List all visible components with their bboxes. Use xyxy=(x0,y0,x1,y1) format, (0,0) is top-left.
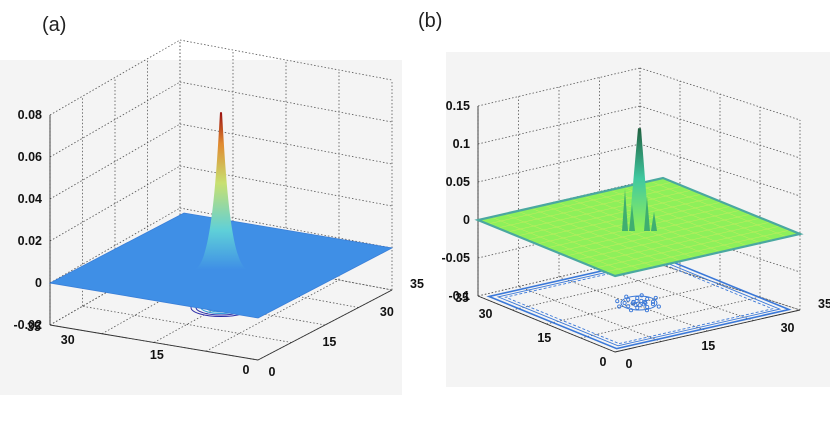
panel-b-contour-frame xyxy=(504,261,774,345)
panel-b-contour-blob xyxy=(653,295,658,300)
panel-a-z-tick-label: -0.02 xyxy=(14,318,43,332)
panel-a-wall-gridline xyxy=(49,165,181,242)
panel-b-z-tick-label: -0.1 xyxy=(448,289,470,303)
panel-a-wall-gridline xyxy=(179,81,393,123)
panel-a-z-tick-label: 0.02 xyxy=(18,234,42,248)
panel-b-x-tick-label: 30 xyxy=(781,321,795,335)
panel-b-contour-blob xyxy=(650,302,656,307)
panel-b-spike xyxy=(644,196,650,231)
panel-b-wall-gridline xyxy=(639,143,801,197)
panel-b-z-tick-label: 0.15 xyxy=(446,99,470,113)
panel-a-axis-y-line xyxy=(49,324,259,361)
panel-a-wall-gridline xyxy=(49,39,181,116)
panel-b-surface-edge xyxy=(474,176,804,278)
panel-a-wall-gridline xyxy=(179,165,393,207)
panel-b-x-tick-label: 0 xyxy=(626,357,633,371)
panel-b-contour-blob xyxy=(645,296,650,301)
panel-a-floor-gridline xyxy=(153,269,287,343)
panel-b-spike xyxy=(629,204,635,231)
panel-b-x-tick-label: 15 xyxy=(701,339,715,353)
panel-b-label: (b) xyxy=(418,10,443,32)
panel-b-axis-x-line xyxy=(614,309,801,353)
panel-b-contour-blob xyxy=(626,297,631,302)
panel-b-contour-blob xyxy=(631,299,636,305)
panel-b-floor-gridline xyxy=(518,286,662,342)
panel-b-floor-gridline xyxy=(546,283,721,325)
panel-a-floor-gridline xyxy=(49,249,181,326)
panel-b-contour-blob xyxy=(639,298,644,303)
panel-b-z-tick-label: 0.05 xyxy=(446,175,470,189)
panel-b-contour-blob xyxy=(622,300,627,306)
panel-a-z-tick-label: 0.06 xyxy=(18,150,42,164)
panel-a-wall-gridline xyxy=(179,39,393,81)
panel-a-peak xyxy=(195,112,247,270)
panel-a-y-tick-label: 35 xyxy=(27,320,41,334)
panel-a-floor-gridline xyxy=(82,305,292,343)
panel-b-surface-mesh xyxy=(517,193,703,237)
panel-b-contour-blob xyxy=(629,308,634,313)
panel-b-z-tick-label: 0 xyxy=(463,213,470,227)
panel-b-y-tick-label: 0 xyxy=(600,355,607,369)
panel-b-floor-gridline xyxy=(599,267,754,321)
panel-b-contour-blob xyxy=(642,299,647,305)
panel-b-z-tick-label: -0.05 xyxy=(442,251,471,265)
panel-a-z-tick-label: 0.08 xyxy=(18,108,42,122)
panel-b-floor-gridline xyxy=(512,270,681,311)
panel-b-spike xyxy=(651,211,657,231)
panel-b-surface-mesh xyxy=(596,192,735,250)
panel-a-floor-gridline xyxy=(205,279,340,352)
panel-b-floor-gridline xyxy=(639,257,801,311)
panel-b-surface-mesh xyxy=(497,185,683,229)
panel-a-wall-gridline xyxy=(179,123,393,165)
panel-b-surface-mesh xyxy=(507,189,693,233)
panel-a-x-tick-label: 0 xyxy=(269,365,276,379)
panel-b-surface-mesh xyxy=(649,180,787,238)
panel-b-contour-blob xyxy=(617,304,622,309)
panel-a-y-tick-label: 0 xyxy=(243,363,250,377)
panel-a-floor-gridline xyxy=(114,287,326,326)
panel-b-surface-mesh xyxy=(536,201,722,245)
panel-a-x-tick-label: 30 xyxy=(380,305,394,319)
panel-b-contour-blob xyxy=(644,308,649,313)
panel-b-y-tick-label: 35 xyxy=(455,291,469,305)
panel-b-contour-blob xyxy=(656,304,661,309)
panel-a-wall-gridline xyxy=(49,81,181,158)
panel-b-contour-blob xyxy=(620,295,658,311)
panel-a-x-tick-label: 15 xyxy=(322,335,336,349)
panel-b-surface-mesh xyxy=(636,183,774,241)
panel-a-z-tick-label: 0 xyxy=(35,276,42,290)
panel-a-label: (a) xyxy=(42,14,67,36)
panel-a-axis-x-line xyxy=(257,289,393,361)
panel-a-x-tick-label: 35 xyxy=(410,277,424,291)
panel-a-floor-gridline xyxy=(101,259,234,335)
panel-a-y-tick-label: 30 xyxy=(61,333,75,347)
panel-b-peak xyxy=(629,128,649,229)
panel-b-x-tick-label: 35 xyxy=(818,297,830,311)
panel-a-wall-gridline xyxy=(49,123,181,200)
panel-b-contour-blob xyxy=(615,299,620,304)
panel-a-y-tick-label: 15 xyxy=(150,348,164,362)
panel-b-y-tick-label: 15 xyxy=(537,331,551,345)
panel-b-axis-y-line xyxy=(477,295,616,353)
panel-b-surface-mesh xyxy=(526,197,712,241)
panel-a-z-tick-label: 0.04 xyxy=(18,192,42,206)
panel-b-contour-blob xyxy=(639,293,644,298)
panel-b-spike xyxy=(622,189,628,231)
panel-b-contour-blob xyxy=(637,303,642,308)
panel-b-z-tick-label: 0.1 xyxy=(453,137,470,151)
panel-b-y-tick-label: 30 xyxy=(479,307,493,321)
panel-b-contour-blob xyxy=(626,304,631,309)
panel-b-contour-blob xyxy=(650,299,656,304)
panel-b-contour-blob xyxy=(635,305,640,310)
panel-a-wall-gridline xyxy=(49,207,181,284)
